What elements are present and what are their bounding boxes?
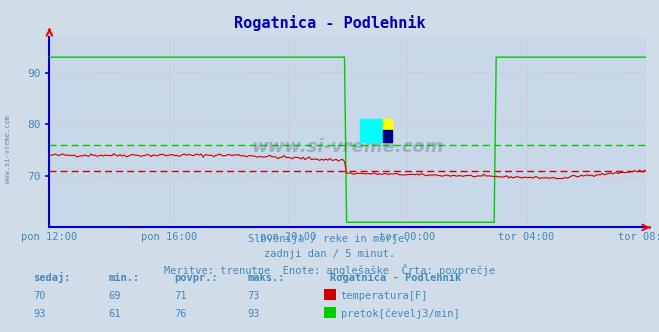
Text: www.si-vreme.com: www.si-vreme.com xyxy=(251,138,444,156)
Text: sedaj:: sedaj: xyxy=(33,272,71,283)
Text: 73: 73 xyxy=(247,291,260,301)
Bar xyxy=(382,130,392,141)
Text: pretok[čevelj3/min]: pretok[čevelj3/min] xyxy=(341,308,459,319)
Bar xyxy=(382,119,392,130)
Text: povpr.:: povpr.: xyxy=(175,273,218,283)
Text: zadnji dan / 5 minut.: zadnji dan / 5 minut. xyxy=(264,249,395,259)
Text: Rogatnica - Podlehnik: Rogatnica - Podlehnik xyxy=(330,273,461,283)
Text: 69: 69 xyxy=(109,291,121,301)
Text: temperatura[F]: temperatura[F] xyxy=(341,291,428,301)
Text: min.:: min.: xyxy=(109,273,140,283)
Text: 76: 76 xyxy=(175,309,187,319)
Text: www.si-vreme.com: www.si-vreme.com xyxy=(5,116,11,183)
Text: 71: 71 xyxy=(175,291,187,301)
Text: maks.:: maks.: xyxy=(247,273,285,283)
Text: 61: 61 xyxy=(109,309,121,319)
Text: 93: 93 xyxy=(33,309,45,319)
Bar xyxy=(360,119,382,141)
Text: 93: 93 xyxy=(247,309,260,319)
Text: Slovenija / reke in morje.: Slovenija / reke in morje. xyxy=(248,234,411,244)
Text: Rogatnica - Podlehnik: Rogatnica - Podlehnik xyxy=(234,15,425,31)
Text: 70: 70 xyxy=(33,291,45,301)
Text: Meritve: trenutne  Enote: anglešaške  Črta: povprečje: Meritve: trenutne Enote: anglešaške Črta… xyxy=(164,264,495,276)
